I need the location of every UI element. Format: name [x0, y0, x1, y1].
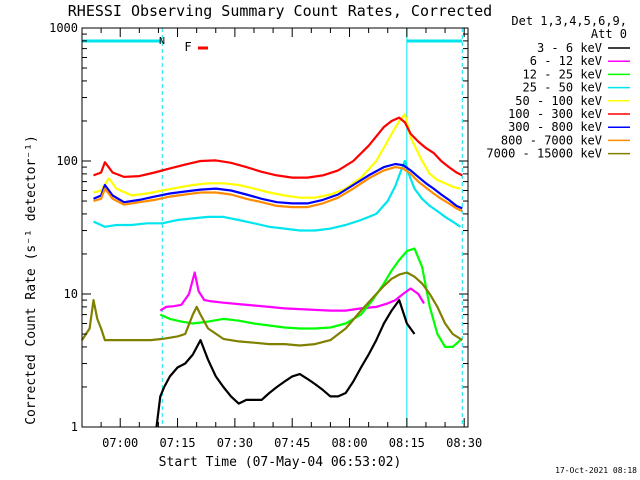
x-tick-label: 07:00	[102, 436, 138, 450]
timestamp: 17-Oct-2021 08:18	[555, 466, 637, 475]
series-line-5	[93, 116, 463, 179]
x-tick-label: 07:45	[274, 436, 310, 450]
series-line-8	[81, 271, 463, 347]
series-line-2	[159, 247, 462, 348]
legend-label-0: 3 - 6 keV	[537, 41, 602, 55]
x-tick-label: 08:15	[389, 436, 425, 450]
y-tick-label: 10	[64, 287, 78, 301]
x-tick-label: 07:30	[217, 436, 253, 450]
y-axis: 1 10 100 1000	[49, 21, 468, 434]
legend-header-line-2: Att 0	[591, 27, 627, 41]
data-series	[81, 113, 463, 428]
series-line-7	[93, 166, 463, 213]
legend-label-6: 300 - 800 keV	[508, 120, 602, 134]
flag-n-label: N	[159, 36, 165, 47]
night-shading	[82, 28, 463, 427]
legend-label-5: 100 - 300 keV	[508, 107, 602, 121]
flag-f-label: F	[184, 40, 191, 54]
legend-label-2: 12 - 25 keV	[523, 67, 602, 81]
x-axis-label: Start Time (07-May-04 06:53:02)	[159, 455, 402, 470]
y-tick-label: 1	[71, 420, 78, 434]
x-tick-label: 08:00	[331, 436, 367, 450]
y-axis-label: Corrected Count Rate (s⁻¹ detector⁻¹)	[24, 135, 39, 425]
legend-label-7: 800 - 7000 keV	[501, 133, 602, 147]
x-tick-label: 08:30	[446, 436, 482, 450]
x-axis: 07:00 07:15 07:30 07:45 08:00 08:15 08:30	[100, 28, 482, 450]
y-tick-label: 100	[56, 154, 78, 168]
chart-title: RHESSI Observing Summary Count Rates, Co…	[68, 2, 492, 20]
legend-header-line-1: Det 1,3,4,5,6,9,	[511, 14, 627, 28]
x-tick-label: 07:15	[159, 436, 195, 450]
legend-label-8: 7000 - 15000 keV	[486, 147, 602, 161]
y-tick-label: 1000	[49, 21, 78, 35]
legend-label-4: 50 - 100 keV	[515, 94, 602, 108]
series-line-6	[93, 162, 463, 210]
series-line-4	[93, 113, 461, 199]
series-line-3	[93, 159, 462, 232]
plot-frame	[81, 27, 469, 428]
series-line-0	[155, 299, 416, 428]
legend-label-1: 6 - 12 keV	[530, 54, 602, 68]
legend-label-3: 25 - 50 keV	[523, 81, 602, 95]
series-line-1	[159, 271, 425, 312]
